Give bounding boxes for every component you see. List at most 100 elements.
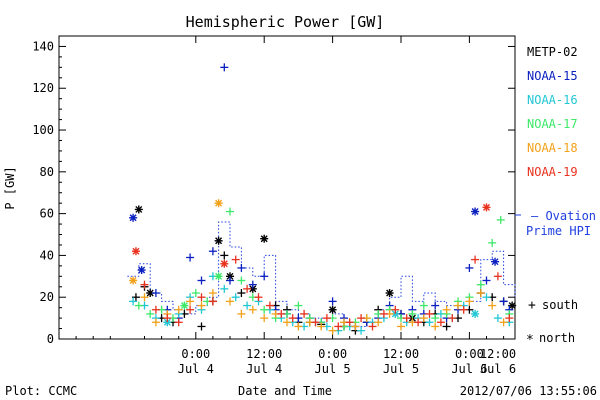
- north-point: [137, 266, 146, 275]
- north-point: [214, 236, 223, 245]
- south-point: [208, 297, 217, 306]
- south-point: [237, 309, 246, 318]
- south-point: [408, 309, 417, 318]
- data-points: [129, 63, 517, 335]
- south-point: [357, 314, 366, 323]
- legend-north-label: north: [539, 331, 575, 345]
- x-tick-time-label: 0:00: [318, 347, 347, 361]
- y-tick-label: 0: [47, 332, 54, 346]
- south-point: [283, 318, 291, 327]
- south-point: [448, 314, 457, 323]
- south-point: [226, 276, 234, 285]
- x-tick-date-label: Jul 5: [315, 362, 351, 376]
- south-point: [419, 314, 428, 323]
- south-point: [134, 301, 143, 310]
- south-point: [419, 301, 428, 310]
- south-point: [237, 289, 246, 298]
- legend-ovation-line1: — Ovation: [531, 209, 596, 223]
- south-point: [131, 293, 140, 302]
- legend-entry: NOAA-17: [527, 117, 578, 131]
- south-point: [129, 297, 138, 306]
- south-point: [151, 289, 160, 298]
- south-point: [197, 276, 206, 285]
- south-point: [402, 314, 411, 323]
- south-point: [226, 297, 234, 306]
- legend-south-marker: +: [528, 298, 536, 313]
- y-tick-label: 40: [40, 248, 54, 262]
- x-tick-time-label: 12:00: [383, 347, 419, 361]
- north-point: [220, 259, 229, 268]
- south-point: [146, 309, 155, 318]
- south-point: [328, 297, 337, 306]
- south-point: [322, 314, 331, 323]
- x-tick-time-label: 12:00: [246, 347, 282, 361]
- x-tick-date-label: Jul 4: [246, 362, 282, 376]
- plot-frame: [58, 35, 516, 340]
- south-point: [174, 318, 183, 327]
- south-point: [465, 297, 474, 306]
- x-tick-date-label: Jul 5: [383, 362, 419, 376]
- y-axis-ticks: 0 20 40 60 80 100 120 140: [32, 39, 515, 346]
- south-point: [391, 305, 400, 314]
- north-point: [471, 207, 480, 216]
- north-point: [214, 272, 223, 281]
- y-tick-label: 20: [40, 290, 54, 304]
- south-point: [260, 305, 269, 314]
- x-axis-label: Date and Time: [238, 384, 332, 398]
- south-point: [265, 301, 274, 310]
- x-tick-time-label: 0:00: [455, 347, 484, 361]
- south-point: [357, 326, 366, 335]
- south-point: [226, 207, 234, 216]
- north-point: [385, 289, 394, 298]
- south-point: [482, 293, 491, 302]
- north-point: [131, 247, 140, 256]
- south-point: [254, 293, 263, 302]
- south-point: [237, 263, 246, 272]
- south-point: [151, 305, 160, 314]
- legend-north-marker: *: [526, 333, 534, 348]
- south-point: [442, 322, 451, 331]
- footer-credit: Plot: CCMC: [5, 384, 77, 398]
- south-point: [220, 284, 229, 293]
- south-point: [476, 289, 485, 298]
- south-point: [379, 309, 388, 318]
- south-point: [425, 318, 434, 327]
- south-point: [186, 305, 195, 314]
- south-point: [300, 309, 309, 318]
- legend-entry: NOAA-15: [527, 69, 578, 83]
- y-tick-label: 60: [40, 207, 54, 221]
- south-point: [431, 322, 440, 331]
- south-point: [334, 322, 343, 331]
- south-point: [197, 301, 206, 310]
- legend-entry: NOAA-18: [527, 141, 578, 155]
- south-point: [488, 238, 497, 247]
- south-point: [459, 305, 468, 314]
- legend: METP-02 NOAA-15 NOAA-16 NOAA-17 NOAA-18 NOAA-…: [527, 45, 578, 179]
- south-point: [174, 305, 183, 314]
- south-point: [345, 318, 354, 327]
- y-tick-label: 140: [32, 39, 54, 53]
- north-point: [129, 276, 138, 285]
- south-point: [499, 297, 508, 306]
- legend-entry: NOAA-16: [527, 93, 578, 107]
- x-tick-date-label: Jul 6: [480, 362, 516, 376]
- north-point: [260, 234, 269, 243]
- legend-entry: METP-02: [527, 45, 578, 59]
- south-point: [374, 318, 383, 327]
- ovation-series: [127, 221, 516, 327]
- south-point: [294, 301, 303, 310]
- north-point: [134, 205, 143, 214]
- ovation-hpi-line: [127, 221, 516, 327]
- y-tick-label: 100: [32, 123, 54, 137]
- legend-south-label: south: [542, 298, 578, 312]
- south-point: [442, 305, 451, 314]
- south-point: [231, 255, 240, 264]
- north-point: [328, 305, 337, 314]
- south-point: [317, 322, 326, 331]
- south-point: [482, 276, 491, 285]
- x-tick-time-label: 12:00: [480, 347, 516, 361]
- south-point: [220, 63, 229, 72]
- south-point: [260, 272, 269, 281]
- south-point: [208, 247, 217, 256]
